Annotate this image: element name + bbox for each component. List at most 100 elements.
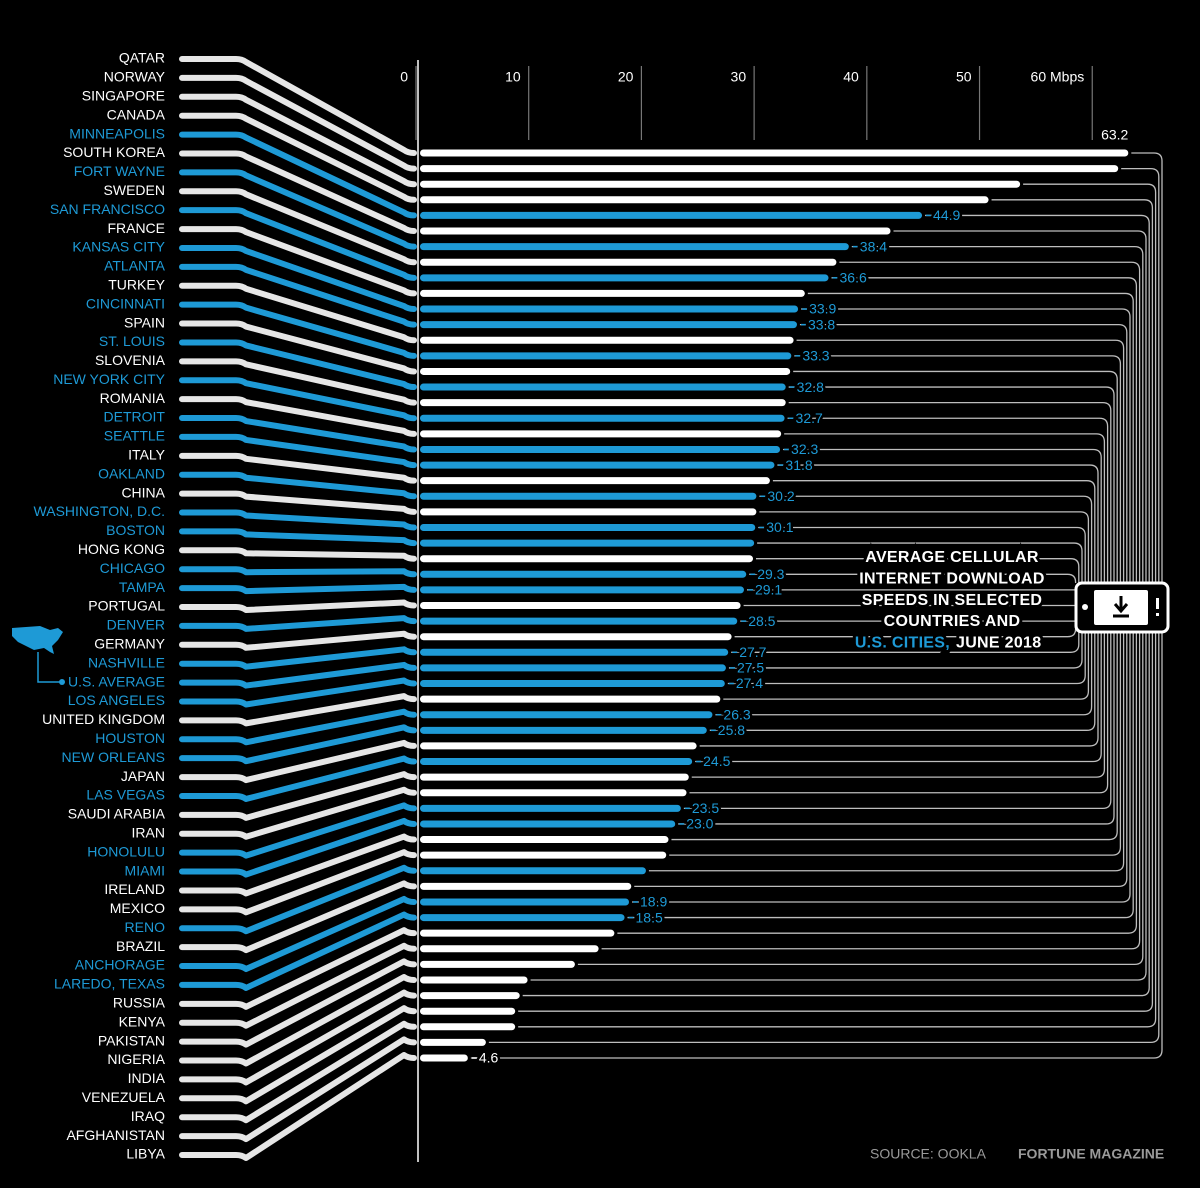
connector (179, 528, 417, 547)
category-label: CHICAGO (100, 560, 165, 576)
title-line: COUNTRIES AND (884, 613, 1021, 630)
value-label: 32.7 (796, 410, 823, 426)
fan-line (787, 417, 1109, 583)
bar (420, 211, 923, 219)
fan-line (695, 632, 1102, 763)
fan-line (727, 632, 1086, 685)
category-label: KENYA (119, 1013, 166, 1029)
connector (179, 1005, 417, 1105)
phone-button (1082, 604, 1088, 610)
category-label: FRANCE (107, 220, 165, 236)
category-label: CANADA (107, 106, 166, 122)
bar (420, 539, 755, 547)
value-label: 4.6 (479, 1050, 499, 1066)
connector (179, 263, 417, 328)
value-label: 27.5 (737, 660, 764, 676)
connector (179, 1020, 417, 1124)
fan-line (632, 632, 1131, 903)
fan-line (831, 277, 1138, 583)
category-label: HOUSTON (95, 730, 165, 746)
fan-line (671, 632, 1118, 841)
category-label: JAPAN (121, 768, 165, 784)
value-label: 32.3 (791, 441, 818, 457)
source: SOURCE: OOKLA (870, 1146, 987, 1162)
fan-line (648, 632, 1125, 872)
connector (179, 973, 417, 1067)
bar (420, 492, 757, 500)
bar (420, 882, 632, 890)
connector (179, 415, 417, 453)
fan-line (709, 632, 1096, 731)
connector (179, 301, 417, 359)
connector (179, 320, 417, 375)
connectors (179, 56, 417, 1161)
fan-line (758, 526, 1086, 583)
category-label: NEW YORK CITY (53, 371, 165, 387)
bar (420, 1054, 468, 1062)
title-line: AVERAGE CELLULAR (865, 549, 1039, 566)
connector (179, 849, 417, 916)
bar (420, 383, 786, 391)
connector (179, 396, 417, 437)
value-label: 33.8 (808, 316, 835, 332)
category-label: PORTUGAL (88, 598, 165, 614)
connector (179, 150, 417, 235)
value-label: 29.3 (757, 566, 784, 582)
fan-line (839, 261, 1141, 583)
category-label: HONG KONG (78, 541, 165, 557)
connector (179, 339, 417, 391)
category-label: NEW ORLEANS (62, 749, 165, 765)
fan-line (678, 632, 1115, 825)
bar (420, 1007, 516, 1015)
category-label: SINGAPORE (82, 87, 165, 103)
bar (420, 196, 989, 204)
connector (179, 615, 417, 632)
value-label: 38.4 (860, 238, 887, 254)
fan-line (715, 632, 1093, 716)
value-label: 30.2 (767, 488, 794, 504)
category-label: QATAR (119, 50, 165, 66)
fan-line (1121, 167, 1160, 583)
category-label: FORT WAYNE (74, 163, 165, 179)
x-tick-label: 60 Mbps (1031, 69, 1085, 85)
value-label: 31.8 (785, 457, 812, 473)
category-label: ANCHORAGE (75, 957, 165, 973)
connector (179, 646, 417, 670)
fan-line (772, 480, 1096, 583)
fan-line (518, 632, 1154, 1012)
x-tick-label: 40 (843, 69, 859, 85)
bar (420, 960, 575, 968)
connector (179, 833, 417, 897)
bar (420, 414, 785, 422)
value-label: 27.7 (739, 644, 766, 660)
category-label: SLOVENIA (95, 352, 166, 368)
connector (179, 661, 417, 689)
download-arrow (1113, 596, 1129, 618)
connector (179, 1052, 417, 1161)
value-label: 23.0 (686, 816, 713, 832)
connector (179, 131, 417, 219)
bar (420, 617, 738, 625)
category-label: LAREDO, TEXAS (54, 976, 165, 992)
bar (420, 352, 792, 360)
marker-line (37, 652, 60, 683)
category-label: VENEZUELA (82, 1089, 166, 1105)
bar (420, 992, 520, 1000)
value-label: 63.2 (1101, 127, 1128, 143)
fan-line (689, 632, 1109, 794)
connector (179, 244, 417, 313)
us-map (12, 626, 63, 654)
category-label: MEXICO (110, 900, 165, 916)
value-label: 36.6 (840, 270, 867, 286)
connector (179, 880, 417, 954)
title-line: INTERNET DOWNLOAD (859, 571, 1045, 588)
fan-line (728, 632, 1083, 669)
bar (420, 711, 713, 719)
category-label: SEATTLE (104, 428, 165, 444)
fan-line (991, 199, 1154, 583)
category-label: NIGERIA (107, 1051, 165, 1067)
bar (420, 321, 797, 329)
value-label: 27.4 (736, 675, 763, 691)
